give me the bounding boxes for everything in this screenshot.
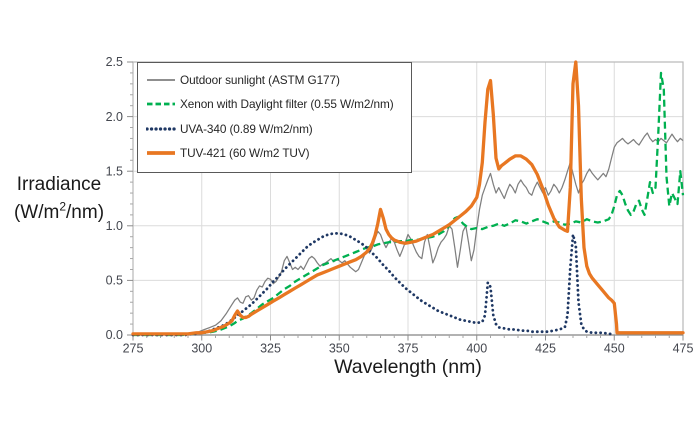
legend-sample-line-solid-gray: [147, 79, 175, 81]
legend-sample-line-dotted-navy: [146, 127, 176, 131]
svg-text:325: 325: [260, 342, 281, 356]
legend-label: Xenon with Daylight filter (0.55 W/m2/nm…: [180, 97, 394, 112]
x-axis-title: Wavelength (nm): [334, 356, 482, 378]
x-tick-labels: 275 300 325 350 375 400 425 450 475: [123, 342, 694, 356]
legend-label: TUV-421 (60 W/m2 TUV): [180, 145, 310, 160]
svg-text:0.5: 0.5: [106, 274, 123, 288]
legend-box: Outdoor sunlight (ASTM G177) Xenon with …: [137, 62, 412, 173]
legend-label: Outdoor sunlight (ASTM G177): [180, 73, 340, 88]
svg-text:475: 475: [673, 342, 694, 356]
svg-text:1.5: 1.5: [106, 164, 123, 178]
y-tick-labels: 0.0 0.5 1.0 1.5 2.0 2.5: [106, 55, 123, 342]
legend-item-xenon-daylight-filter: Xenon with Daylight filter (0.55 W/m2/nm…: [146, 95, 411, 113]
series-uva-340: [131, 231, 616, 337]
legend-sample-line-solid-orange: [147, 151, 175, 155]
svg-text:450: 450: [604, 342, 625, 356]
svg-text:375: 375: [398, 342, 419, 356]
svg-text:2.5: 2.5: [106, 55, 123, 69]
legend-item-outdoor-sunlight: Outdoor sunlight (ASTM G177): [146, 71, 411, 89]
svg-text:0.0: 0.0: [106, 328, 123, 342]
legend-item-tuv-421: TUV-421 (60 W/m2 TUV): [146, 144, 411, 162]
y-axis-title-line2: (W/m2/nm): [13, 199, 105, 224]
svg-text:2.0: 2.0: [106, 110, 123, 124]
legend-label: UVA-340 (0.89 W/m2/nm): [180, 121, 313, 136]
svg-text:400: 400: [466, 342, 487, 356]
y-axis-title: Irradiance (W/m2/nm): [0, 172, 118, 227]
svg-text:350: 350: [329, 342, 350, 356]
legend-sample-line-dashed-green: [147, 103, 175, 106]
legend-item-uva-340: UVA-340 (0.89 W/m2/nm): [146, 120, 411, 138]
svg-text:1.0: 1.0: [106, 219, 123, 233]
svg-text:300: 300: [191, 342, 212, 356]
svg-text:275: 275: [123, 342, 144, 356]
y-axis-title-line1: Irradiance: [16, 174, 102, 195]
svg-text:425: 425: [535, 342, 556, 356]
series-tuv-421: [131, 60, 685, 336]
